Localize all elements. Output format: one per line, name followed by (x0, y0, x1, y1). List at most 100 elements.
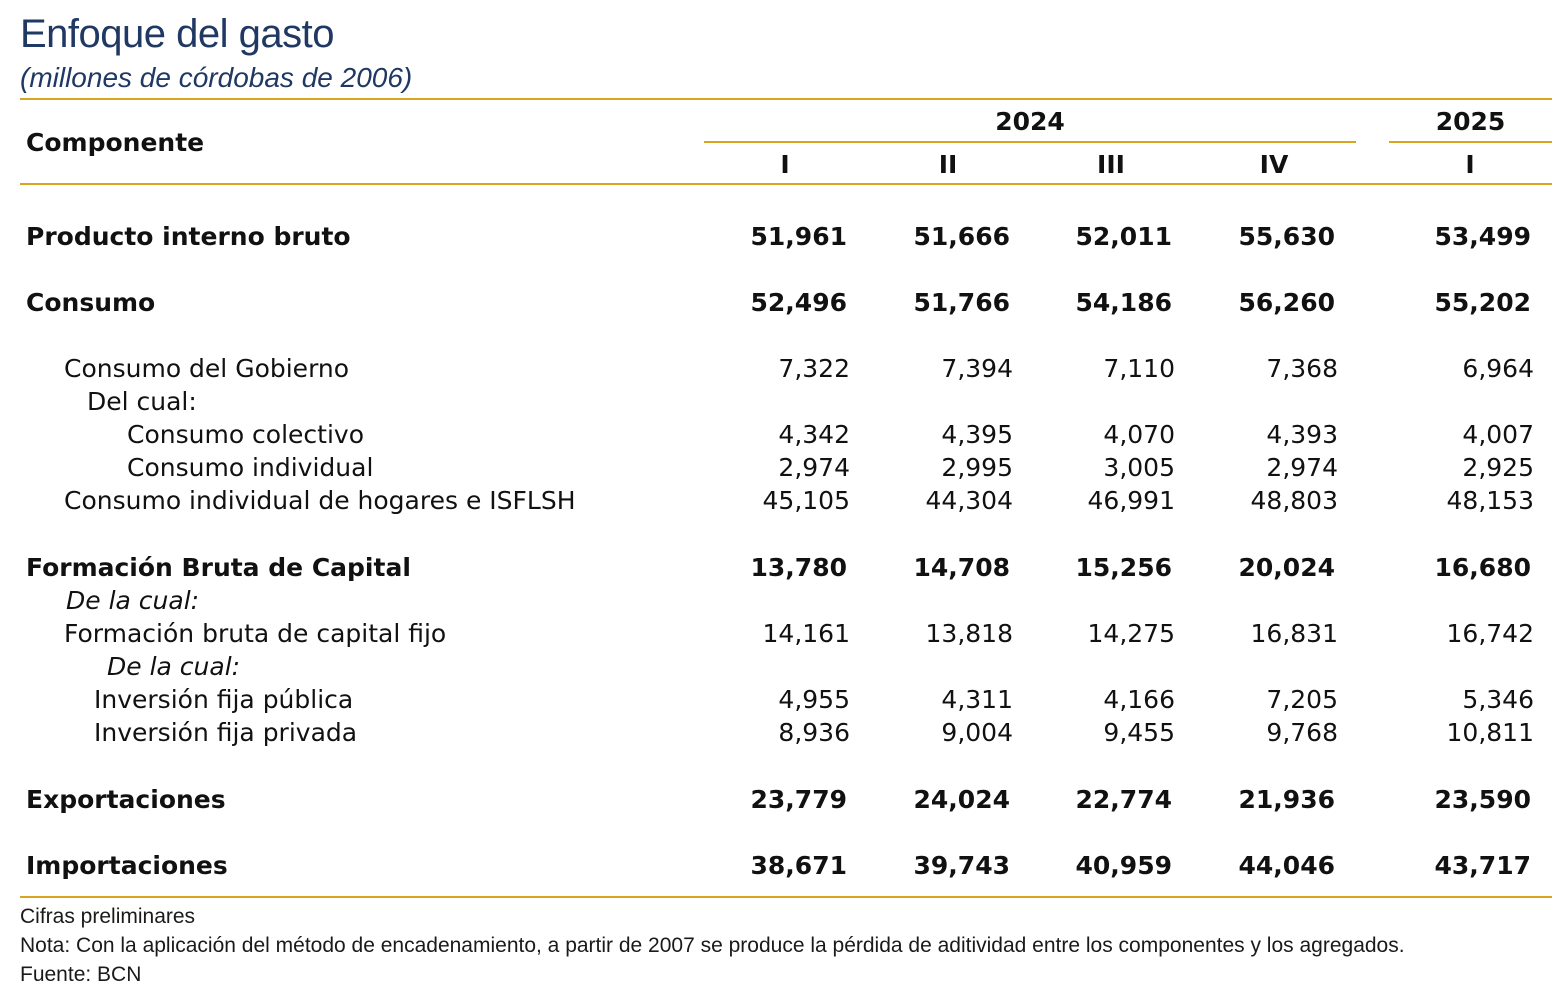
page-subtitle: (millones de córdobas de 2006) (20, 62, 413, 93)
header-year-2025: 2025 (1435, 107, 1506, 136)
table-row: De la cual: (0, 650, 1565, 683)
cell-value: 16,831 (1250, 619, 1338, 648)
table-row: De la cual: (0, 584, 1565, 617)
cell-value: 4,070 (1103, 420, 1175, 449)
cell-value: 56,260 (1238, 288, 1335, 317)
table-row: Inversión fija privada 8,936 9,004 9,455… (0, 716, 1565, 749)
cell-value: 22,774 (1075, 785, 1172, 814)
table-row: Consumo colectivo 4,342 4,395 4,070 4,39… (0, 418, 1565, 451)
note-preliminary: Cifras preliminares (20, 905, 196, 928)
cell-value: 7,110 (1103, 354, 1175, 383)
row-label: Inversión fija pública (94, 685, 354, 714)
row-label: Importaciones (26, 851, 228, 880)
row-label: Consumo colectivo (127, 420, 365, 449)
cell-value: 4,166 (1103, 685, 1175, 714)
cell-value: 8,936 (778, 718, 850, 747)
cell-value: 13,780 (750, 553, 847, 582)
cell-value: 2,974 (1266, 453, 1338, 482)
cell-value: 52,011 (1075, 222, 1172, 251)
row-label: Del cual: (87, 387, 197, 416)
cell-value: 14,275 (1087, 619, 1175, 648)
row-label: Exportaciones (26, 785, 226, 814)
cell-value: 7,205 (1266, 685, 1338, 714)
table-row-importaciones: Importaciones 38,671 39,743 40,959 44,04… (0, 849, 1565, 882)
cell-value: 4,311 (941, 685, 1013, 714)
cell-value: 51,666 (913, 222, 1010, 251)
cell-value: 9,768 (1266, 718, 1338, 747)
table-row: Consumo individual de hogares e ISFLSH 4… (0, 484, 1565, 517)
cell-value: 20,024 (1238, 553, 1335, 582)
table-row-exportaciones: Exportaciones 23,779 24,024 22,774 21,93… (0, 783, 1565, 816)
cell-value: 4,393 (1266, 420, 1338, 449)
header-year-2024: 2024 (995, 107, 1065, 136)
cell-value: 9,004 (941, 718, 1013, 747)
table-row: Formación bruta de capital fijo 14,161 1… (0, 617, 1565, 650)
row-label: De la cual: (66, 586, 200, 615)
note-source: Fuente: BCN (20, 963, 142, 986)
cell-value: 40,959 (1075, 851, 1172, 880)
cell-value: 9,455 (1103, 718, 1175, 747)
cell-value: 4,395 (941, 420, 1013, 449)
note-methodology: Nota: Con la aplicación del método de en… (20, 934, 1405, 957)
cell-value: 43,717 (1434, 851, 1531, 880)
cell-value: 51,766 (913, 288, 1010, 317)
row-label: Consumo individual de hogares e ISFLSH (64, 486, 576, 515)
cell-value: 48,153 (1446, 486, 1534, 515)
cell-value: 2,995 (941, 453, 1013, 482)
table-row: Del cual: (0, 385, 1565, 418)
cell-value: 23,590 (1434, 785, 1531, 814)
table-row-fbk: Formación Bruta de Capital 13,780 14,708… (0, 551, 1565, 584)
table-row: Inversión fija pública 4,955 4,311 4,166… (0, 683, 1565, 716)
cell-value: 2,974 (778, 453, 850, 482)
cell-value: 44,046 (1238, 851, 1335, 880)
cell-value: 38,671 (750, 851, 847, 880)
cell-value: 48,803 (1250, 486, 1338, 515)
header-quarter: III (1097, 150, 1125, 179)
cell-value: 46,991 (1087, 486, 1175, 515)
table-row: Consumo individual 2,974 2,995 3,005 2,9… (0, 451, 1565, 484)
cell-value: 7,368 (1266, 354, 1338, 383)
cell-value: 44,304 (925, 486, 1013, 515)
header-component: Componente (26, 128, 205, 157)
cell-value: 53,499 (1434, 222, 1531, 251)
cell-value: 23,779 (750, 785, 847, 814)
cell-value: 4,007 (1462, 420, 1534, 449)
row-label: Formación bruta de capital fijo (64, 619, 447, 648)
cell-value: 39,743 (913, 851, 1010, 880)
cell-value: 55,630 (1238, 222, 1335, 251)
cell-value: 14,708 (913, 553, 1010, 582)
table-row: Consumo del Gobierno 7,322 7,394 7,110 7… (0, 352, 1565, 385)
cell-value: 4,955 (778, 685, 850, 714)
row-label: Consumo del Gobierno (64, 354, 350, 383)
cell-value: 45,105 (762, 486, 850, 515)
row-label: Consumo individual (127, 453, 374, 482)
cell-value: 6,964 (1462, 354, 1534, 383)
cell-value: 13,818 (925, 619, 1013, 648)
cell-value: 7,394 (941, 354, 1013, 383)
table-row-pib: Producto interno bruto 51,961 51,666 52,… (0, 220, 1565, 253)
top-rule (20, 98, 1552, 100)
cell-value: 15,256 (1075, 553, 1172, 582)
cell-value: 16,680 (1434, 553, 1531, 582)
cell-value: 16,742 (1446, 619, 1534, 648)
row-label: Inversión fija privada (94, 718, 358, 747)
header-quarter: I (780, 150, 790, 179)
row-label: Formación Bruta de Capital (26, 553, 411, 582)
bottom-rule (20, 896, 1552, 898)
cell-value: 10,811 (1446, 718, 1534, 747)
header-quarter: II (938, 150, 958, 179)
cell-value: 2,925 (1462, 453, 1534, 482)
row-label: Producto interno bruto (26, 222, 351, 251)
cell-value: 24,024 (913, 785, 1010, 814)
page-title: Enfoque del gasto (20, 12, 334, 56)
cell-value: 55,202 (1434, 288, 1531, 317)
cell-value: 52,496 (750, 288, 847, 317)
cell-value: 7,322 (778, 354, 850, 383)
cell-value: 4,342 (778, 420, 850, 449)
row-label: Consumo (26, 288, 156, 317)
header-quarter: IV (1259, 150, 1289, 179)
header-rule (20, 183, 1552, 185)
cell-value: 54,186 (1075, 288, 1172, 317)
cell-value: 51,961 (750, 222, 847, 251)
cell-value: 14,161 (762, 619, 850, 648)
